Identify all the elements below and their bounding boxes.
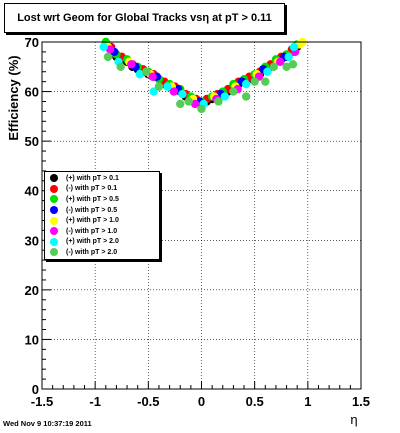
- y-tick-label: 70: [25, 35, 39, 50]
- legend-marker: [50, 195, 58, 204]
- legend-marker: [50, 174, 58, 183]
- data-point: [148, 72, 157, 81]
- data-point: [263, 67, 272, 76]
- x-tick-label: -1: [89, 394, 101, 409]
- data-point: [214, 97, 223, 106]
- y-tick-label: 10: [25, 332, 39, 347]
- y-tick-label: 50: [25, 134, 39, 149]
- data-point: [135, 70, 145, 79]
- data-point: [178, 89, 187, 99]
- legend-entry: (-) with pT > 0.5: [45, 205, 159, 216]
- data-point: [142, 67, 151, 76]
- x-tick-label: 0: [198, 394, 205, 409]
- legend-label: (+) with pT > 2.0: [66, 238, 119, 246]
- data-point: [127, 60, 136, 69]
- legend-marker: [50, 237, 58, 246]
- legend-entry: (+) with pT > 2.0: [45, 237, 159, 248]
- series-8: [103, 52, 298, 114]
- data-point: [284, 52, 293, 62]
- data-point: [184, 97, 193, 106]
- data-point: [176, 99, 185, 109]
- data-point: [241, 79, 251, 89]
- x-tick-label: -1.5: [31, 394, 53, 409]
- data-point: [289, 42, 299, 52]
- data-point: [282, 62, 291, 71]
- data-point: [169, 87, 179, 96]
- data-point: [261, 77, 270, 86]
- chart-title-text: Lost wrt Geom for Global Tracks vsη at p…: [17, 12, 272, 24]
- data-point: [163, 82, 172, 91]
- y-axis-label: Efficiency (%): [6, 55, 21, 140]
- x-tick-label: 1: [304, 394, 311, 409]
- legend-marker: [50, 184, 58, 193]
- legend-marker: [50, 248, 58, 257]
- legend-label: (+) with pT > 0.1: [66, 174, 119, 182]
- x-axis-label: η: [350, 412, 357, 427]
- data-point: [288, 60, 298, 69]
- legend-label: (-) with pT > 2.0: [66, 248, 118, 256]
- data-point: [154, 82, 164, 91]
- legend-marker: [50, 206, 58, 215]
- data-point: [190, 99, 200, 109]
- y-tick-label: 30: [25, 233, 39, 248]
- y-tick-label: 20: [25, 283, 39, 298]
- data-point: [103, 52, 113, 62]
- data-point: [241, 92, 251, 101]
- chart-title: Lost wrt Geom for Global Tracks vsη at p…: [4, 3, 285, 33]
- data-point: [105, 45, 115, 54]
- y-tick-label: 0: [32, 382, 39, 397]
- x-tick-label: 1.5: [352, 394, 370, 409]
- data-point: [275, 57, 285, 67]
- data-point: [250, 77, 259, 86]
- legend-label: (-) with pT > 1.0: [66, 227, 118, 235]
- tick-labels: -1.5 -1 -0.5 0 0.5 1 1.5 0 10 20 30 40 50 60 70: [25, 35, 371, 409]
- legend-label: (+) with pT > 0.5: [66, 195, 119, 203]
- data-point: [229, 87, 238, 96]
- legend-label: (-) with pT > 0.5: [66, 206, 118, 214]
- legend-label: (-) with pT > 0.1: [66, 185, 118, 193]
- legend-label: (+) with pT > 1.0: [66, 217, 119, 225]
- data-point: [220, 92, 230, 101]
- data-point: [99, 42, 108, 52]
- legend-entry: (-) with pT > 2.0: [45, 247, 159, 258]
- data-point: [269, 62, 279, 71]
- series-6: [105, 45, 300, 109]
- legend-entry: (+) with pT > 1.0: [45, 215, 159, 226]
- legend: (+) with pT > 0.1 (-) with pT > 0.1 (+) wi…: [44, 171, 160, 260]
- x-tick-label: 0.5: [246, 394, 264, 409]
- legend-entry: (+) with pT > 0.1: [45, 173, 159, 184]
- legend-entry: (-) with pT > 1.0: [45, 226, 159, 237]
- timestamp: Wed Nov 9 10:37:19 2011: [3, 419, 92, 428]
- data-point: [116, 62, 125, 71]
- legend-marker: [50, 216, 58, 225]
- data-point: [149, 87, 158, 96]
- x-tick-label: -0.5: [137, 394, 159, 409]
- legend-marker: [50, 227, 58, 236]
- legend-entry: (+) with pT > 0.5: [45, 194, 159, 205]
- data-points: [99, 37, 307, 114]
- data-point: [197, 104, 206, 114]
- y-tick-label: 60: [25, 85, 39, 100]
- legend-entry: (-) with pT > 0.1: [45, 184, 159, 195]
- series-7: [99, 42, 299, 109]
- y-tick-label: 40: [25, 184, 39, 199]
- axis-ticks: [41, 41, 362, 390]
